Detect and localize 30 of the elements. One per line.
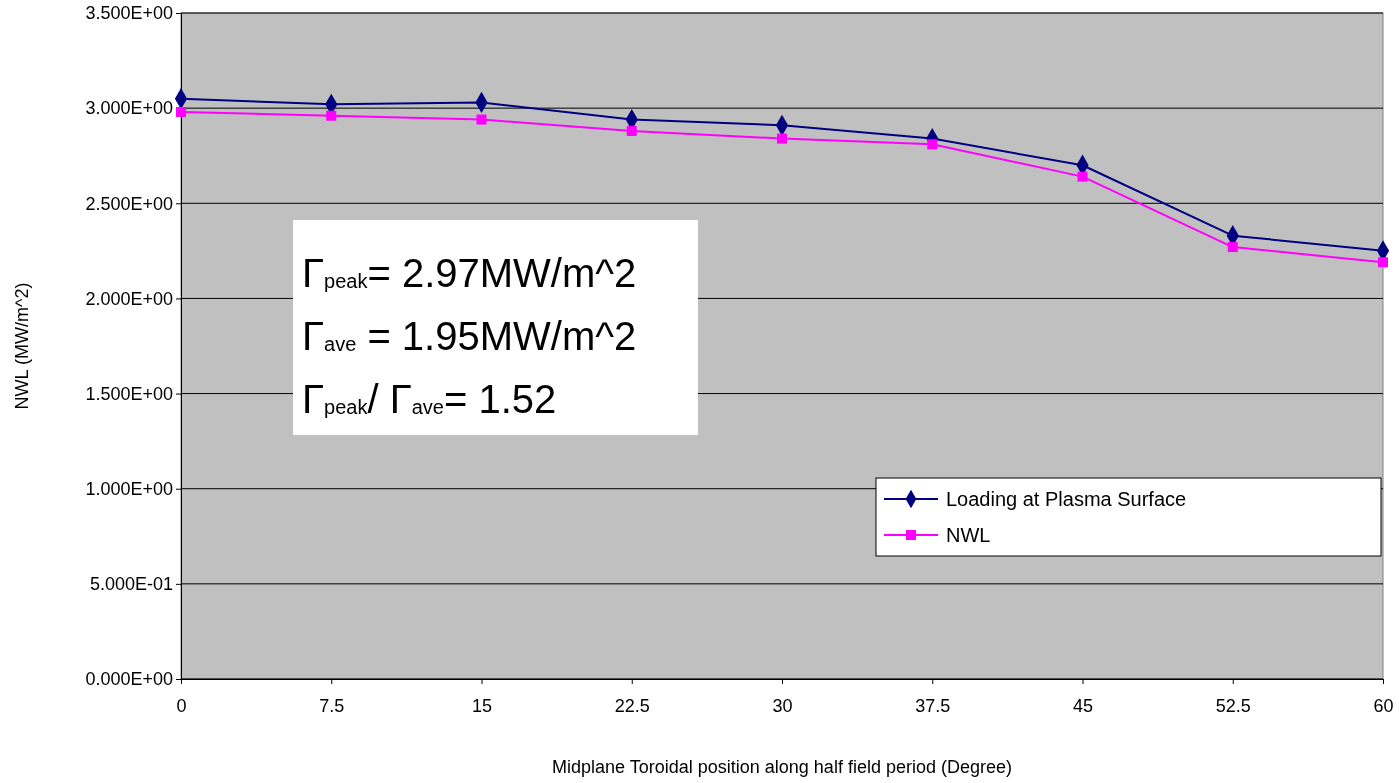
x-tick-label: 30	[772, 696, 793, 717]
x-axis-title: Midplane Toroidal position along half field period (Degree)	[552, 757, 1012, 777]
x-tick-label: 22.5	[614, 696, 650, 717]
point	[1378, 257, 1388, 268]
y-tick-label: 1.000E+00	[85, 478, 173, 499]
x-tick-label: 45	[1072, 696, 1094, 717]
y-tick-label: 3.500E+00	[85, 3, 173, 24]
point	[777, 133, 787, 144]
y-axis-title: NWL (MW/m^2)	[12, 282, 32, 410]
point	[1077, 171, 1088, 182]
y-tick-label: 5.000E-01	[89, 574, 173, 595]
x-tick-label: 0	[176, 696, 187, 717]
y-tick-label: 0.000E+00	[85, 669, 173, 690]
point	[326, 110, 337, 121]
x-tick-label: 60	[1373, 696, 1394, 717]
y-tick-label: 1.500E+00	[85, 383, 173, 404]
point	[927, 139, 938, 150]
legend-label: Loading at Plasma Surface	[946, 488, 1187, 510]
x-tick-label: 15	[471, 696, 493, 717]
y-tick-label: 2.500E+00	[85, 193, 173, 214]
legend-label: NWL	[946, 524, 991, 546]
point	[476, 114, 487, 125]
point	[626, 125, 637, 136]
point	[176, 106, 186, 117]
x-tick-label: 37.5	[915, 696, 951, 717]
y-tick-label: 3.000E+00	[85, 98, 173, 119]
point	[1227, 242, 1238, 253]
x-tick-label: 7.5	[319, 696, 345, 717]
y-tick-label: 2.000E+00	[85, 288, 173, 309]
x-tick-label: 52.5	[1215, 696, 1251, 717]
